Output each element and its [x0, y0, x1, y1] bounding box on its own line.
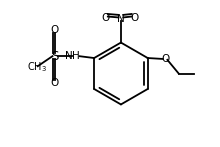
Text: O: O	[51, 78, 59, 88]
Text: H: H	[72, 51, 80, 61]
Text: O: O	[101, 13, 110, 23]
Text: O: O	[51, 25, 59, 35]
Text: O: O	[161, 54, 169, 64]
Text: N: N	[117, 14, 125, 24]
Text: O: O	[130, 13, 138, 23]
Text: CH$_3$: CH$_3$	[27, 60, 47, 74]
Text: S: S	[51, 50, 59, 63]
Text: N: N	[65, 51, 73, 61]
